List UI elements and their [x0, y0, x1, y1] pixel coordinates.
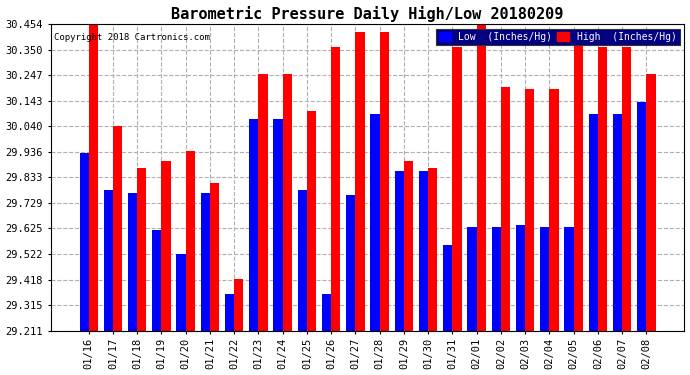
- Bar: [331, 47, 340, 330]
- Bar: [355, 33, 364, 330]
- Bar: [443, 244, 453, 330]
- Bar: [453, 47, 462, 330]
- Bar: [346, 195, 355, 330]
- Bar: [249, 119, 259, 330]
- Bar: [589, 114, 598, 330]
- Bar: [477, 25, 486, 330]
- Bar: [104, 190, 113, 330]
- Bar: [89, 25, 98, 330]
- Bar: [79, 153, 89, 330]
- Title: Barometric Pressure Daily High/Low 20180209: Barometric Pressure Daily High/Low 20180…: [171, 6, 564, 21]
- Bar: [152, 230, 161, 330]
- Bar: [113, 126, 122, 330]
- Bar: [186, 151, 195, 330]
- Bar: [573, 38, 583, 330]
- Bar: [371, 114, 380, 330]
- Bar: [128, 193, 137, 330]
- Bar: [516, 225, 525, 330]
- Bar: [404, 161, 413, 330]
- Bar: [177, 254, 186, 330]
- Bar: [297, 190, 307, 330]
- Bar: [395, 171, 404, 330]
- Bar: [501, 87, 510, 330]
- Bar: [647, 74, 656, 330]
- Bar: [540, 227, 549, 330]
- Bar: [525, 89, 534, 330]
- Bar: [283, 74, 292, 330]
- Text: Copyright 2018 Cartronics.com: Copyright 2018 Cartronics.com: [54, 33, 210, 42]
- Bar: [564, 227, 573, 330]
- Bar: [622, 47, 631, 330]
- Bar: [322, 294, 331, 330]
- Bar: [273, 119, 283, 330]
- Bar: [225, 294, 234, 330]
- Legend: Low  (Inches/Hg), High  (Inches/Hg): Low (Inches/Hg), High (Inches/Hg): [436, 29, 680, 45]
- Bar: [492, 227, 501, 330]
- Bar: [467, 227, 477, 330]
- Bar: [259, 74, 268, 330]
- Bar: [161, 161, 170, 330]
- Bar: [380, 33, 389, 330]
- Bar: [613, 114, 622, 330]
- Bar: [137, 168, 146, 330]
- Bar: [637, 102, 647, 330]
- Bar: [234, 279, 244, 330]
- Bar: [598, 47, 607, 330]
- Bar: [201, 193, 210, 330]
- Bar: [549, 89, 559, 330]
- Bar: [428, 168, 437, 330]
- Bar: [307, 111, 316, 330]
- Bar: [419, 171, 428, 330]
- Bar: [210, 183, 219, 330]
